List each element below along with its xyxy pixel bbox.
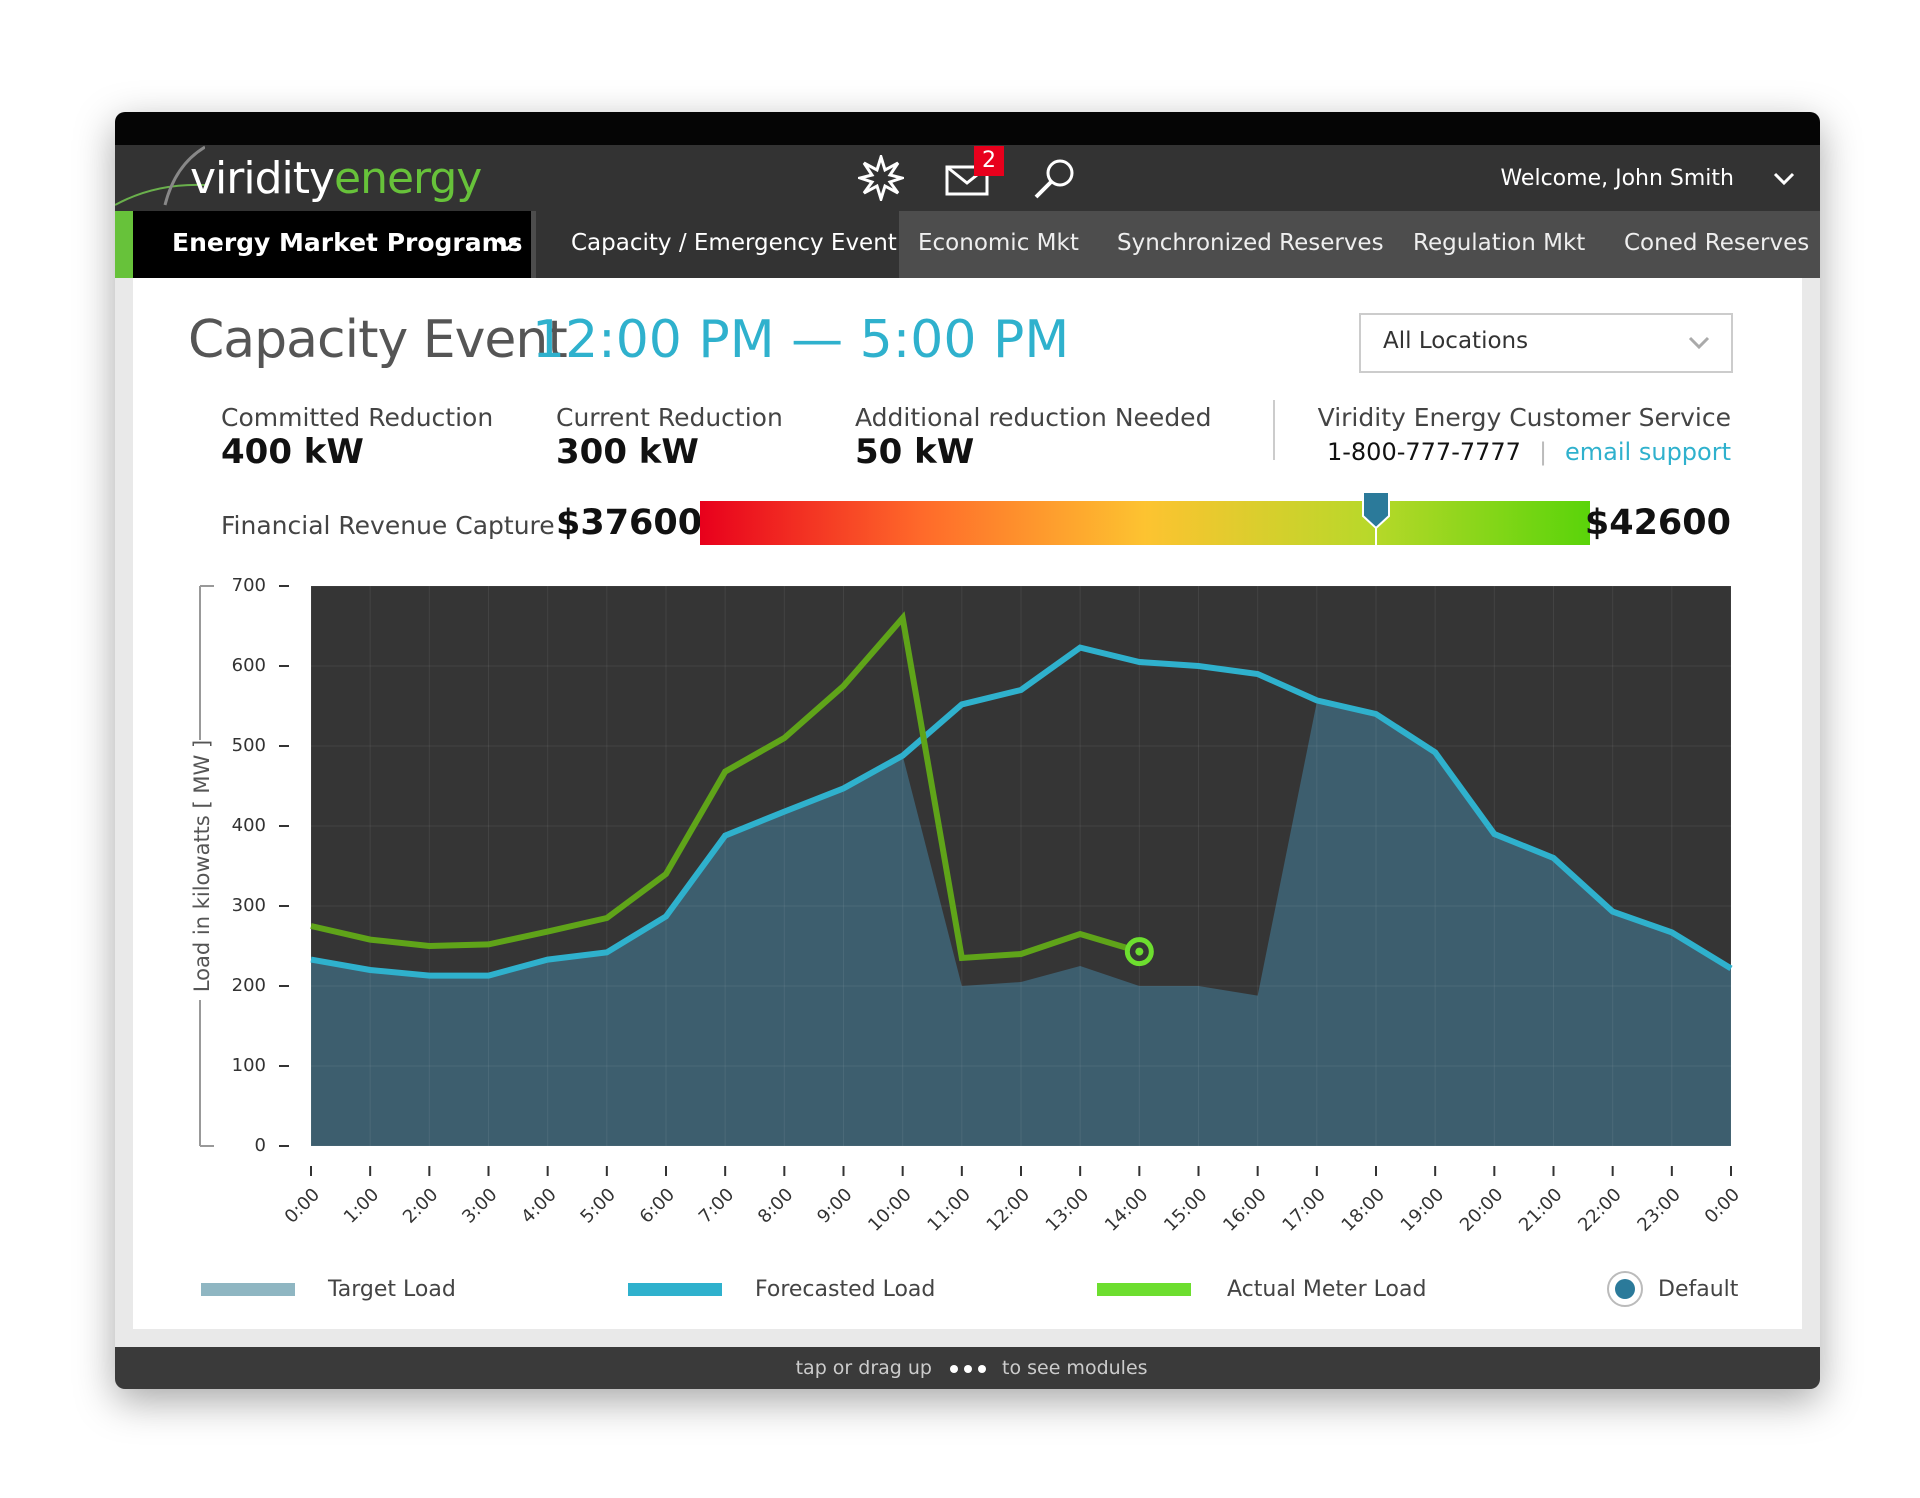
x-tick-label: 17:00: [1278, 1184, 1330, 1236]
welcome[interactable]: Welcome, John Smith: [1500, 166, 1734, 191]
logo: viridityenergy: [190, 153, 482, 204]
current-point-core: [1135, 947, 1144, 956]
nav-tab[interactable]: Regulation Mkt: [1413, 230, 1586, 256]
y-tick-label: 0: [255, 1135, 266, 1156]
revenue-min: $37600: [556, 503, 703, 543]
event-title: Capacity Event: [188, 310, 568, 370]
email-link[interactable]: email support: [1565, 438, 1731, 466]
line: [310, 611, 1141, 962]
nav-tab[interactable]: Capacity / Emergency Event: [571, 230, 897, 256]
x-tick-label: 6:00: [636, 1184, 679, 1227]
top-strip: [115, 112, 1820, 145]
x-tick-label: 0:00: [281, 1184, 324, 1227]
service-phone: 1-800-777-7777: [1326, 438, 1521, 466]
x-tick-label: 8:00: [754, 1184, 797, 1227]
footer-text: to see modules: [1002, 1357, 1148, 1379]
header: [115, 145, 1820, 211]
stat-label: Committed Reduction: [221, 403, 494, 432]
legend-label: Actual Meter Load: [1227, 1277, 1426, 1302]
y-tick-label: 300: [232, 895, 266, 916]
x-tick-label: 22:00: [1574, 1184, 1626, 1236]
default-toggle-dot: [1615, 1279, 1635, 1299]
x-tick-label: 3:00: [458, 1184, 501, 1227]
search-icon[interactable]: [1032, 157, 1076, 201]
legend-swatch: [201, 1283, 295, 1296]
footer-text: tap or drag up: [795, 1357, 932, 1379]
y-axis-label: Load in kilowatts [ MW ]: [190, 740, 214, 992]
service-title: Viridity Energy Customer Service: [1317, 403, 1731, 432]
x-tick-label: 1:00: [340, 1184, 383, 1227]
legend-swatch: [628, 1283, 722, 1296]
x-tick-label: 16:00: [1219, 1184, 1271, 1236]
location-value[interactable]: All Locations: [1383, 328, 1529, 354]
line: [310, 644, 1733, 979]
divider: [1273, 400, 1275, 460]
stat-value: 400 kW: [221, 432, 364, 472]
default-label: Default: [1658, 1277, 1739, 1302]
revenue-marker: [1362, 491, 1391, 548]
x-tick-label: 10:00: [864, 1184, 916, 1236]
x-tick-label: 2:00: [399, 1184, 442, 1227]
nav-tab[interactable]: Economic Mkt: [918, 230, 1079, 256]
location-chevron[interactable]: [1688, 336, 1710, 350]
x-tick-label: 18:00: [1338, 1184, 1390, 1236]
event-time: 12:00 PM — 5:00 PM: [532, 310, 1070, 370]
y-tick-label: 100: [232, 1055, 266, 1076]
y-tick-label: 600: [232, 655, 266, 676]
x-tick-label: 7:00: [695, 1184, 738, 1227]
y-tick-label: 500: [232, 735, 266, 756]
y-tick-label: 700: [232, 575, 266, 596]
x-tick-label: 15:00: [1160, 1184, 1212, 1236]
nav-tab[interactable]: Synchronized Reserves: [1117, 230, 1384, 256]
x-tick-label: 23:00: [1633, 1184, 1685, 1236]
legend-label: Forecasted Load: [755, 1277, 935, 1302]
welcome-chevron[interactable]: [1773, 172, 1795, 186]
y-tick-label: 400: [232, 815, 266, 836]
x-tick-label: 11:00: [923, 1184, 975, 1236]
x-tick-label: 12:00: [983, 1184, 1035, 1236]
nav-menu-bg: [133, 211, 531, 278]
x-tick-label: 5:00: [576, 1184, 619, 1227]
x-tick-label: 20:00: [1456, 1184, 1508, 1236]
x-tick-label: 0:00: [1701, 1184, 1744, 1227]
active-tab-bg: [536, 211, 899, 278]
logo-swoosh: [115, 145, 205, 206]
location-select[interactable]: [1359, 313, 1733, 373]
y-tick-label: 200: [232, 975, 266, 996]
x-tick-label: 19:00: [1397, 1184, 1449, 1236]
brand-right: energy: [334, 153, 482, 204]
separator: |: [1538, 438, 1548, 466]
revenue-bar: [700, 501, 1590, 545]
brand-left: viridity: [190, 153, 335, 204]
x-tick-label: 9:00: [813, 1184, 856, 1227]
stat-value: 300 kW: [556, 432, 699, 472]
legend-swatch: [1097, 1283, 1191, 1296]
revenue-max: $42600: [1584, 503, 1731, 543]
footer-dots[interactable]: [948, 1362, 988, 1376]
alert-icon[interactable]: [858, 155, 904, 201]
revenue-label: Financial Revenue Capture: [221, 511, 555, 540]
service-contact: 1-800-777-7777 | email support: [1327, 438, 1731, 466]
x-tick-label: 21:00: [1515, 1184, 1567, 1236]
nav-chevron[interactable]: [496, 238, 518, 252]
x-tick-label: 13:00: [1042, 1184, 1094, 1236]
stat-label: Additional reduction Needed: [855, 403, 1212, 432]
legend-label: Target Load: [327, 1277, 456, 1302]
nav-menu[interactable]: Energy Market Programs: [172, 228, 523, 257]
stat-label: Current Reduction: [556, 403, 783, 432]
stat-value: 50 kW: [855, 432, 975, 472]
x-tick-label: 4:00: [517, 1184, 560, 1227]
mail-badge: 2: [974, 146, 1004, 176]
nav-accent: [115, 211, 133, 278]
area: [311, 702, 1731, 1146]
nav-tab[interactable]: Coned Reserves: [1624, 230, 1810, 256]
x-tick-label: 14:00: [1101, 1184, 1153, 1236]
